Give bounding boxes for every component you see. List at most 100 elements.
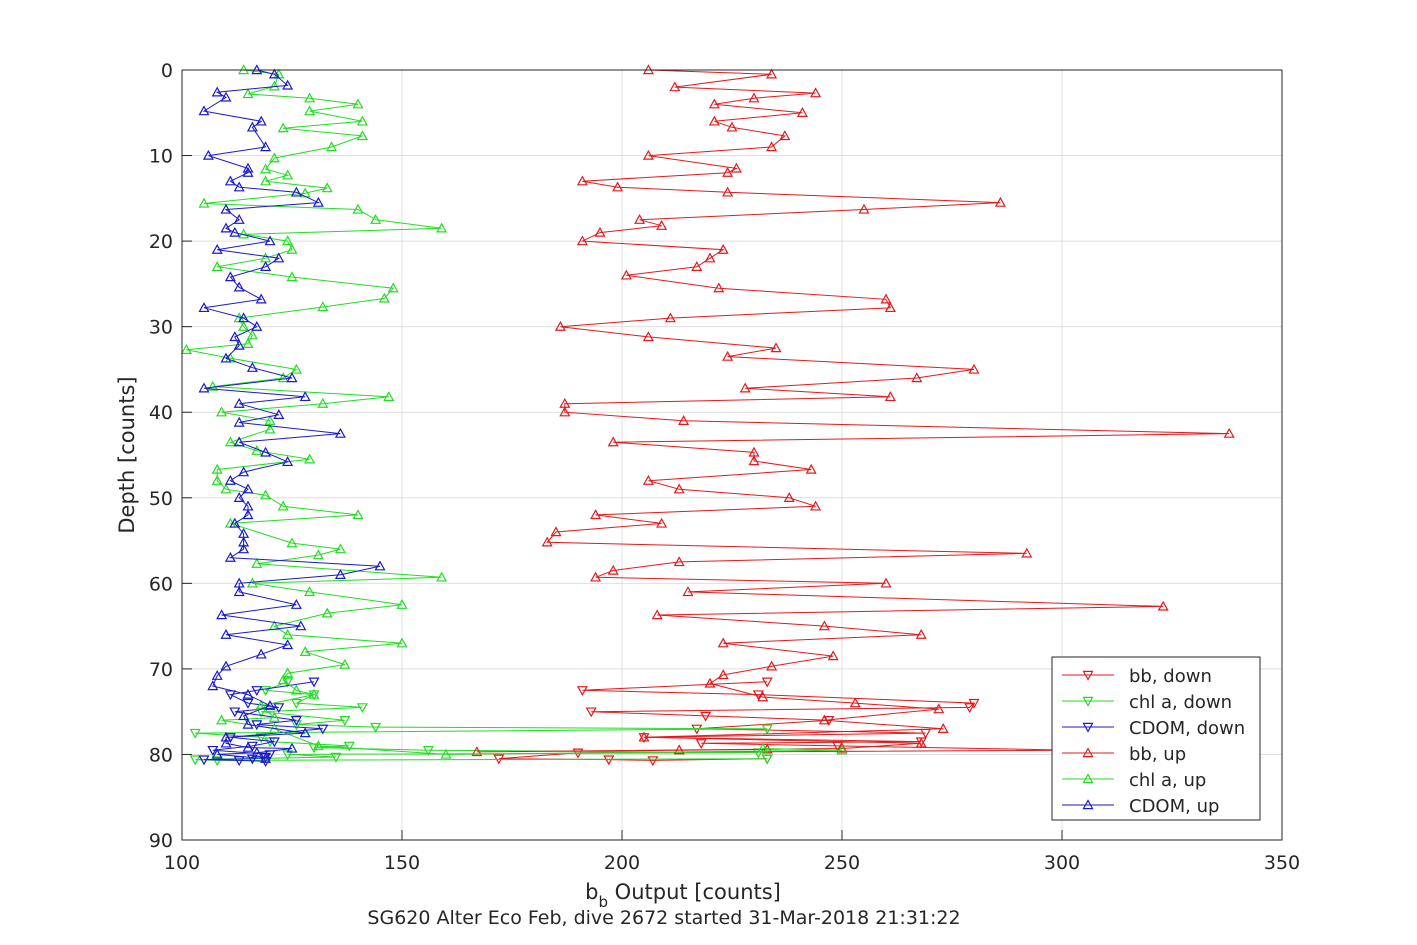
data-point (290, 698, 302, 709)
legend-label: bb, up (1129, 744, 1186, 765)
data-point (282, 628, 294, 639)
data-point (273, 252, 285, 263)
x-tick-label: 200 (604, 852, 640, 874)
data-point (326, 141, 338, 152)
data-point (242, 688, 254, 699)
data-point (317, 724, 329, 735)
data-point (220, 203, 232, 214)
data-point (290, 716, 302, 726)
data-point (224, 271, 236, 282)
data-point (180, 344, 192, 354)
data-point (603, 755, 615, 766)
data-point (541, 536, 553, 547)
data-point (238, 710, 250, 721)
y-tick-label: 60 (149, 573, 173, 595)
data-point (229, 226, 241, 237)
data-point (312, 740, 324, 751)
data-point (299, 727, 311, 738)
data-point (233, 586, 245, 597)
data-point (233, 492, 245, 502)
data-point (268, 80, 280, 91)
data-point (656, 219, 668, 230)
data-point (220, 352, 232, 363)
data-point (238, 543, 250, 554)
data-point (669, 81, 681, 92)
data-point (722, 186, 734, 197)
data-point (656, 517, 668, 528)
data-point (282, 235, 294, 246)
data-point (260, 163, 272, 174)
data-point (295, 620, 307, 631)
data-point (334, 427, 346, 438)
data-point (211, 748, 223, 759)
data-point (277, 500, 289, 511)
data-point (766, 141, 778, 152)
data-point (559, 406, 571, 417)
data-point (717, 669, 729, 680)
data-point (220, 222, 232, 233)
data-point (590, 509, 602, 520)
data-point (238, 320, 250, 331)
legend-marker (1082, 773, 1094, 784)
data-point (260, 752, 272, 763)
series-line (195, 681, 768, 761)
axes-box (181, 69, 1283, 841)
data-point (436, 571, 448, 582)
legend-label: chl a, up (1129, 770, 1206, 791)
data-point (726, 121, 738, 132)
data-point (576, 235, 588, 246)
data-point (673, 483, 685, 494)
data-point (722, 166, 734, 177)
data-point (251, 320, 263, 331)
data-point (717, 243, 729, 254)
data-point (704, 252, 716, 263)
data-point (242, 338, 254, 348)
data-point (255, 707, 267, 718)
data-point (836, 742, 848, 753)
data-point (880, 577, 892, 588)
x-tick-label: 150 (384, 852, 420, 874)
data-point (766, 68, 778, 79)
x-axis-label-subscript: b (598, 893, 608, 911)
data-point (334, 569, 346, 579)
data-point (233, 213, 245, 224)
data-point (339, 658, 351, 669)
data-point (576, 686, 588, 697)
data-point (233, 416, 245, 427)
data-point (673, 556, 685, 567)
data-point (220, 628, 232, 639)
data-point (717, 637, 729, 648)
data-point (198, 197, 210, 208)
data-point (220, 737, 232, 748)
data-point (220, 660, 232, 671)
data-point (216, 714, 228, 725)
data-point (383, 391, 395, 402)
data-point (356, 130, 368, 141)
data-point (290, 684, 302, 695)
y-tick-label: 70 (149, 659, 173, 681)
data-point (308, 688, 320, 699)
data-point (273, 409, 285, 419)
data-point (220, 91, 232, 102)
data-point (268, 68, 280, 79)
data-point (585, 707, 597, 718)
data-point (964, 703, 976, 714)
data-point (286, 243, 298, 254)
data-point (211, 669, 223, 680)
data-point (246, 121, 258, 132)
data-point (268, 711, 280, 722)
data-point (220, 483, 232, 494)
data-point (238, 312, 250, 323)
data-point (330, 752, 342, 763)
data-point (704, 677, 716, 688)
data-point (242, 483, 254, 494)
data-point (770, 342, 782, 353)
data-point (264, 423, 276, 434)
x-ticks: 100 150 200 250 300 350 (164, 830, 1300, 874)
data-point (1157, 600, 1169, 611)
data-point (378, 292, 390, 303)
data-point (233, 397, 245, 408)
data-point (994, 196, 1006, 207)
data-point (915, 737, 927, 748)
data-point (757, 691, 769, 702)
